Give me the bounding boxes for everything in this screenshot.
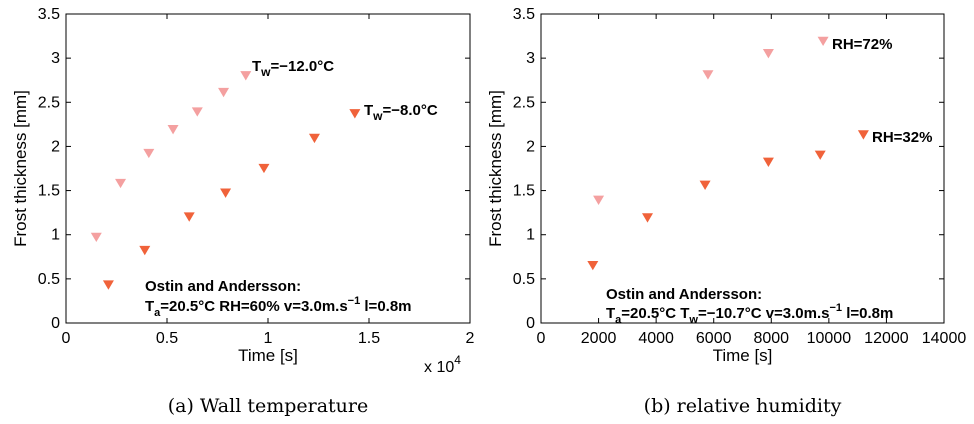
plot-area (65, 13, 471, 324)
series-label-value: =−12.0°C (271, 58, 335, 75)
annotation-part: l=0.8m (842, 305, 893, 322)
series-2-point (762, 157, 774, 167)
y-tick-label: 3.5 (513, 6, 535, 23)
source-annotation-line1: Ostin and Andersson: (145, 278, 301, 295)
x-axis-title: Time [s] (713, 346, 773, 365)
y-tick-label: 1.5 (38, 183, 60, 200)
x-tick-label: 4000 (638, 330, 674, 347)
series-1-point (702, 70, 714, 80)
source-annotation-line2: Ta=20.5°C Tw=−10.7°C v=3.0m.s−1 l=0.8m (606, 302, 893, 326)
series-1-point (240, 71, 252, 81)
y-tick-label: 2.5 (38, 94, 60, 111)
annotation-part: l=0.8m (360, 298, 411, 315)
series-2-point (102, 280, 114, 290)
annotation-part: −1 (348, 295, 361, 307)
y-tick-label: 1 (51, 227, 60, 244)
series-2-point (642, 213, 654, 223)
x-tick-label: 8000 (753, 330, 789, 347)
y-axis-title: Frost thickness [mm] (11, 90, 30, 247)
series-2-label: Tw=−8.0°C (364, 102, 438, 123)
x-tick-label: 2 (466, 330, 475, 347)
series-label-subscript: w (260, 65, 271, 79)
series-1-label: Tw=−12.0°C (252, 58, 334, 79)
y-tick-label: 1.5 (513, 183, 535, 200)
x-tick-label: 0 (537, 330, 546, 347)
chart-panel-b: 0 0.5 1 1.5 2 2.5 3 3.5 0 2000 4000 6000 8000 10000 12… (486, 6, 966, 417)
series-2-point (857, 130, 869, 140)
y-tick-label: 3 (526, 50, 535, 67)
y-tick-label: 2 (51, 138, 60, 155)
series-label-main: T (252, 58, 261, 75)
series-2-point (183, 212, 195, 222)
x-tick-label: 10000 (807, 330, 852, 347)
x-tick-label: 12000 (864, 330, 909, 347)
series-1-point (167, 124, 179, 135)
y-tick-label: 0.5 (513, 271, 535, 288)
y-tick-label: 0.5 (38, 271, 60, 288)
annotation-part: a (615, 314, 622, 326)
annotation-part: a (154, 307, 161, 319)
series-label-main: T (364, 102, 373, 119)
series-label-value: =−8.0°C (383, 102, 438, 119)
x-tick-label: 14000 (922, 330, 967, 347)
y-tick-label: 3 (51, 50, 60, 67)
series-2-point (814, 150, 826, 160)
annotation-part: T (606, 305, 615, 322)
x-axis-multiplier-base: x 10 (424, 359, 454, 376)
series-2-point (587, 260, 599, 271)
series-1-point (115, 178, 127, 189)
series-1-point (218, 87, 230, 98)
series-2-point (139, 245, 151, 256)
annotation-part: =−10.7°C v=3.0m.s (698, 305, 830, 322)
series-1-point (593, 195, 605, 205)
series-1-point (191, 107, 203, 117)
y-tick-label: 3.5 (38, 6, 60, 23)
annotation-part: T (145, 298, 154, 315)
annotation-part: −1 (830, 302, 843, 314)
x-tick-label: 1 (264, 330, 273, 347)
y-axis-title: Frost thickness [mm] (486, 90, 505, 247)
series-2-point (258, 163, 270, 174)
series-1-point (90, 232, 102, 243)
series-2-point (220, 188, 232, 198)
source-annotation-line1: Ostin and Andersson: (606, 286, 762, 303)
source-annotation-line2: Ta=20.5°C RH=60% v=3.0m.s−1 l=0.8m (145, 295, 412, 319)
x-tick-label: 0 (62, 330, 71, 347)
series-2-label: RH=32% (872, 129, 932, 146)
series-1-point (143, 148, 155, 159)
y-tick-label: 0 (51, 315, 60, 332)
x-axis-multiplier-exponent: 4 (454, 353, 461, 367)
panel-caption: (b) relative humidity (644, 395, 842, 417)
x-tick-label: 6000 (696, 330, 732, 347)
series-1-label: RH=72% (832, 36, 892, 53)
series-1-point (762, 49, 774, 59)
series-2-point (349, 109, 361, 119)
x-tick-label: 0.5 (156, 330, 178, 347)
series-label-subscript: w (372, 109, 383, 123)
annotation-part: =20.5°C RH=60% v=3.0m.s (160, 298, 347, 315)
series-2-point (308, 133, 320, 144)
series-2-point (699, 180, 711, 190)
x-tick-label: 2000 (581, 330, 617, 347)
x-axis-multiplier: x 104 (424, 353, 461, 376)
panel-caption: (a) Wall temperature (168, 395, 369, 417)
chart-panel-a: 0 0.5 1 1.5 2 2.5 3 3.5 0 0.5 1 1.5 2 Time [s] Frost t… (11, 6, 475, 417)
annotation-part: =20.5°C T (621, 305, 689, 322)
x-axis-title: Time [s] (238, 346, 298, 365)
y-tick-label: 1 (526, 227, 535, 244)
y-tick-label: 0 (526, 315, 535, 332)
annotation-part: w (688, 314, 698, 326)
x-tick-label: 1.5 (358, 330, 380, 347)
series-1-point (817, 36, 829, 47)
plot-area (540, 13, 945, 324)
y-tick-label: 2 (526, 138, 535, 155)
y-tick-label: 2.5 (513, 94, 535, 111)
